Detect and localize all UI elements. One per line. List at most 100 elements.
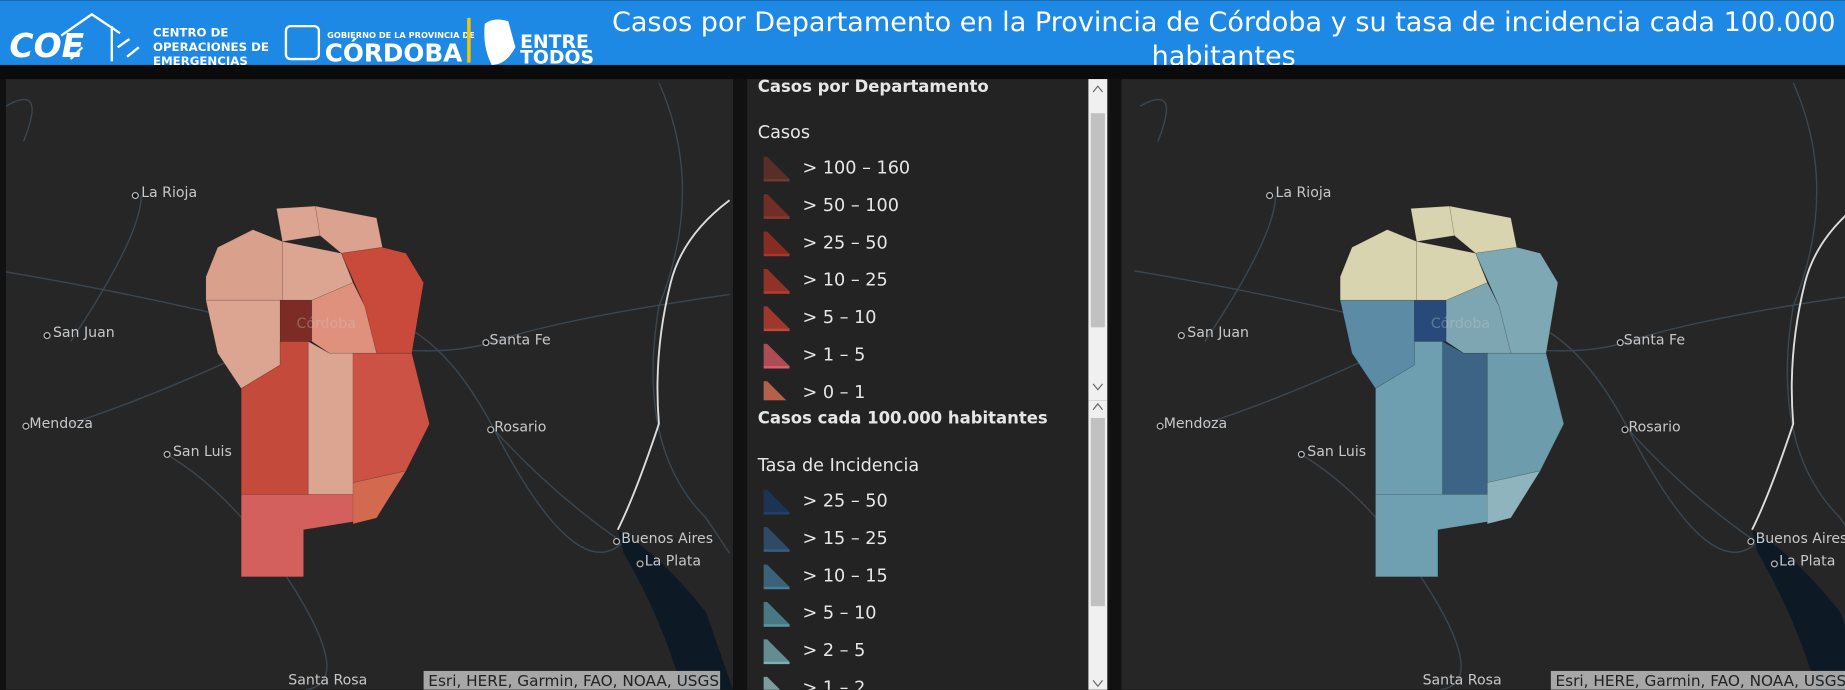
map-label: Santa Fe [489,332,550,348]
scrollbar-thumb[interactable] [1090,113,1105,328]
legend-swatch [763,639,790,665]
divider [467,17,471,63]
legend-item: > 50 – 100 [802,196,898,216]
header-bar [0,0,1845,65]
legend-swatch [763,194,790,219]
legend-swatch-shade [763,156,790,180]
water [1752,529,1845,690]
legend-swatch [763,156,790,182]
coe-name: OPERACIONES DE [153,40,269,54]
legend-swatch [763,676,781,690]
legend-item: > 1 – 2 [802,679,865,690]
map-label: La Plata [1779,554,1835,570]
province-icon [484,19,516,65]
legend-item: > 10 – 15 [802,566,887,586]
slogan: TODOS [520,47,594,68]
map-incidence[interactable]: La Rioja San Juan Santa Fe Mendoza San Luis R… [1121,79,1845,690]
legend-swatch-shade [763,306,790,329]
legend-swatch [763,306,790,332]
map-label: San Luis [1307,444,1366,460]
legend-field: Tasa de Incidencia [757,456,919,476]
attribution-bg [423,670,721,690]
department [352,470,407,525]
map-label: Santa Rosa [1423,672,1502,688]
map-label: San Juan [1187,325,1249,341]
legend-field: Casos [758,123,810,143]
legend-title: Casos por Departamento [758,77,989,96]
legend-swatch-shade [763,268,790,292]
city-dot [1266,192,1274,200]
department [1486,352,1565,484]
slogan: ENTRE [520,32,589,53]
legend-swatch-shade [763,639,790,662]
legend-swatch-shade [763,601,790,625]
legend-swatch-shade [763,381,787,401]
legend-swatch-shade [763,194,790,217]
map-label: Mendoza [29,416,92,432]
attribution-bg [1550,670,1845,690]
map-label: San Luis [173,444,232,460]
city-dot [487,426,495,434]
road [493,429,622,543]
department [1410,205,1455,242]
map-label: Rosario [494,419,546,435]
legend-item: > 5 – 10 [802,308,876,328]
department [276,205,321,242]
header-shadow [0,64,1845,80]
coe-icon [60,12,140,62]
title-box: Casos por Departamento en la Provincia d… [612,7,1836,65]
attribution: Esri, HERE, Garmin, FAO, NOAA, USGS [428,672,719,690]
legend-item: > 2 – 5 [802,641,865,661]
map-label: San Juan [53,325,115,341]
map-label: Santa Fe [1624,332,1685,348]
legend-item: > 25 – 50 [802,491,887,511]
scrollbar-thumb[interactable] [1090,417,1105,607]
city-dot [613,537,621,546]
legend-panel [747,79,1109,690]
legend-swatch-shade [763,676,781,690]
city-dot [482,339,490,347]
river [1751,214,1845,531]
gov-crest [284,24,321,61]
city-dot [1621,426,1629,434]
gov-cordoba: CÓRDOBA [325,37,463,67]
scroll-arrows[interactable] [1092,85,1103,391]
road [1627,429,1756,543]
map-label: La Rioja [1275,185,1331,201]
legend-swatch-shade [763,564,790,587]
road [1139,98,1168,142]
city-dot [1616,339,1624,347]
city-dot [43,332,51,340]
legend-swatch [763,489,790,515]
road [70,195,142,342]
legend-swatch-shade [763,527,790,550]
legend-item: > 15 – 25 [802,529,887,549]
city-dot [1177,332,1185,340]
road [652,82,731,554]
road [1298,452,1462,690]
legend-swatch-shade [763,489,790,513]
city-dot [131,192,139,200]
city-dot [1156,422,1164,430]
legend-title: Casos cada 100.000 habitantes [758,409,1048,428]
water [617,529,734,690]
coe-name: EMERGENCIAS [153,54,248,68]
scroll-arrows[interactable] [1092,402,1103,688]
legend-swatch [763,231,790,257]
city-dot [1297,450,1305,458]
legend-swatch [763,343,790,369]
coe-logo: COE [9,26,84,65]
legend-swatch [763,601,790,627]
legend-swatch-shade [763,343,790,367]
road [5,98,33,142]
map-cases[interactable]: La Rioja San Juan Santa Fe Mendoza San Luis R… [0,79,734,690]
legend-swatch [763,381,787,401]
gov-name: GOBIERNO DE LA PROVINCIA DE [327,30,475,40]
map-label: Córdoba [297,316,356,332]
legend-item: > 5 – 10 [802,604,876,624]
map-label: Rosario [1628,419,1680,435]
legend-swatch [763,527,790,552]
department [1486,470,1541,525]
map-label: Buenos Aires [621,531,713,547]
